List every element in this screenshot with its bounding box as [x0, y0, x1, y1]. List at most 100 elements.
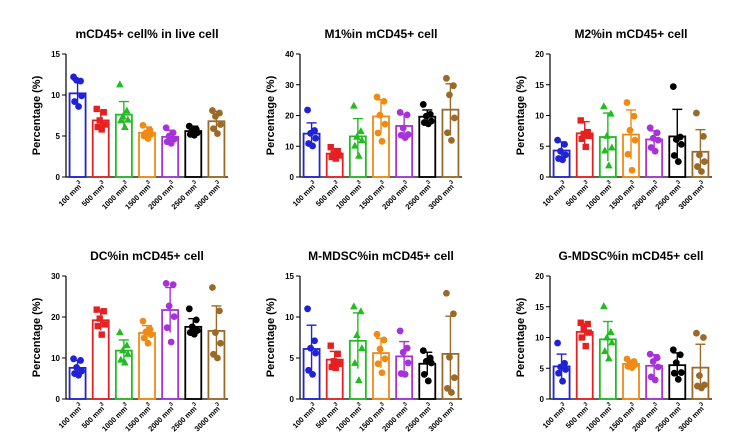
data-point [162, 279, 170, 287]
y-tick-label: 5 [540, 142, 545, 151]
data-point [217, 339, 224, 347]
chart-title: M1%in mCD45+ cell [324, 27, 437, 41]
data-point [696, 372, 703, 380]
data-point [328, 363, 335, 371]
data-point [559, 156, 566, 164]
data-point [304, 305, 311, 313]
data-point [396, 109, 404, 116]
data-point [376, 345, 384, 353]
y-axis-label: Percentage (%) [515, 297, 527, 377]
data-point [380, 336, 388, 344]
data-point [381, 120, 389, 128]
data-point [672, 136, 680, 143]
data-point [167, 139, 175, 147]
data-point [700, 334, 707, 341]
data-point [600, 102, 608, 110]
data-point [443, 74, 450, 82]
data-point [701, 158, 708, 166]
data-point [584, 320, 591, 328]
data-point [373, 330, 381, 338]
data-point [444, 129, 451, 137]
data-point [646, 350, 654, 358]
y-tick-label: 20 [535, 50, 544, 59]
data-point [332, 364, 339, 372]
data-point [676, 351, 684, 359]
data-point [600, 302, 608, 310]
data-point [700, 133, 707, 140]
data-point [100, 109, 107, 116]
data-point [378, 137, 386, 145]
data-point [75, 371, 82, 379]
data-point [144, 339, 152, 347]
data-point [607, 327, 615, 335]
data-point [307, 129, 314, 137]
y-tick-label: 30 [51, 272, 60, 281]
data-point [353, 132, 361, 140]
chart-panel-6: G-MDSC%in mCD45+ cell Percentage (%) 0 5 10 1… [515, 249, 712, 433]
y-tick-label: 0 [290, 173, 295, 182]
data-point [670, 369, 678, 377]
y-tick-label: 0 [290, 395, 295, 404]
chart-title: M2%in mCD45+ cell [574, 27, 687, 41]
y-tick-label: 10 [535, 334, 544, 343]
data-point [694, 163, 701, 170]
data-point [554, 136, 561, 144]
data-point [139, 317, 147, 325]
data-point [147, 331, 155, 339]
data-point [357, 307, 365, 315]
data-point [117, 355, 125, 363]
data-point [654, 136, 662, 144]
data-point [353, 331, 361, 339]
data-point [585, 132, 592, 139]
data-point [451, 374, 458, 382]
data-point [670, 152, 678, 159]
data-point [142, 328, 150, 336]
data-point [330, 150, 337, 157]
data-point [677, 369, 685, 376]
chart-panel-1: mCD45+ cell% in live cell Percentage (%) 0… [31, 27, 228, 211]
y-axis-label: Percentage (%) [31, 75, 43, 155]
y-tick-label: 0 [56, 173, 61, 182]
y-axis-label: Percentage (%) [515, 75, 527, 155]
data-point [94, 123, 101, 131]
data-point [653, 129, 661, 137]
data-point [677, 141, 685, 148]
data-point [698, 384, 705, 392]
data-point [562, 151, 569, 159]
data-point [696, 151, 703, 159]
data-point [217, 121, 224, 128]
data-point [651, 376, 659, 384]
data-point [124, 115, 132, 123]
data-point [422, 112, 430, 120]
data-point [603, 131, 611, 139]
data-point [577, 319, 584, 326]
data-point [378, 369, 386, 377]
data-point [608, 143, 616, 151]
data-point [357, 127, 365, 135]
data-point [399, 348, 407, 356]
data-point [163, 324, 171, 332]
data-point [312, 349, 319, 357]
data-point [624, 150, 632, 158]
data-point [374, 360, 382, 368]
data-point [577, 117, 584, 124]
data-point [674, 158, 682, 166]
y-tick-label: 20 [535, 272, 544, 281]
data-point [309, 142, 316, 150]
data-point [603, 333, 611, 341]
data-point [419, 101, 427, 108]
data-point [116, 80, 124, 88]
data-point [190, 131, 198, 139]
data-point [424, 120, 432, 128]
data-point [358, 136, 366, 144]
data-point [446, 91, 453, 99]
data-point [351, 358, 359, 366]
data-point [674, 375, 682, 383]
data-point [304, 106, 311, 114]
data-point [165, 132, 173, 140]
y-axis-label: Percentage (%) [31, 297, 43, 377]
data-point [350, 302, 358, 310]
data-point [209, 107, 216, 114]
